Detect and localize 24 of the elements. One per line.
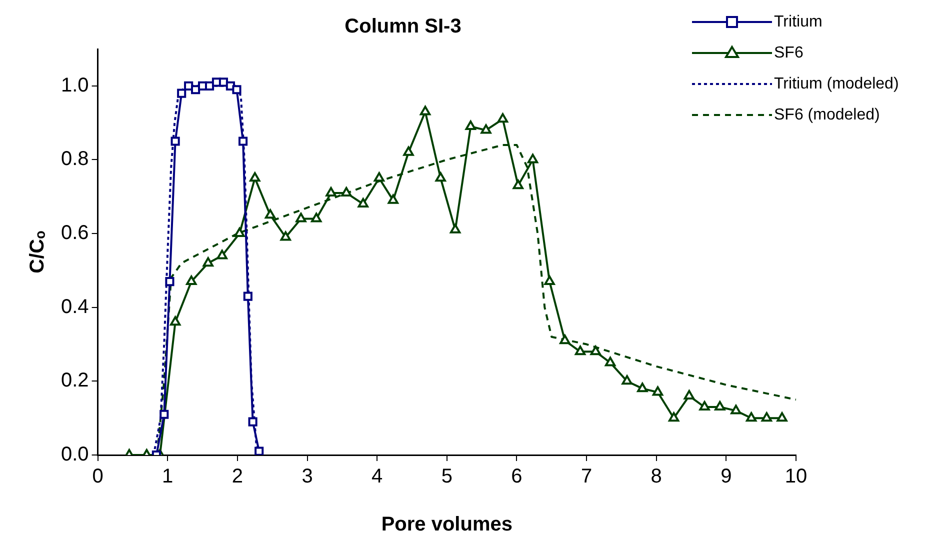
x-tick-label: 7 (580, 466, 592, 488)
legend-label: SF6 (774, 44, 804, 62)
x-tick-label: 0 (92, 466, 104, 488)
y-tick-label: 0.6 (60, 222, 89, 244)
y-axis-title: C/Cₒ (26, 230, 49, 274)
y-tick-label: 0.2 (60, 370, 89, 392)
x-tick-label: 6 (511, 466, 522, 488)
legend-label: Tritium (774, 13, 822, 30)
x-tick-label: 3 (302, 466, 313, 488)
x-tick-label: 1 (162, 466, 174, 488)
x-tick-label: 9 (720, 466, 732, 488)
y-tick-label: 0.8 (60, 148, 89, 170)
y-tick-label: 0.4 (60, 296, 89, 318)
chart-title: Column SI-3 (344, 16, 462, 38)
legend-label: SF6 (modeled) (774, 106, 880, 124)
y-tick-label: 0.0 (60, 444, 89, 466)
x-tick-label: 10 (784, 466, 808, 488)
x-axis-title: Pore volumes (381, 514, 512, 536)
y-tick-label: 1.0 (60, 74, 89, 96)
legend-label: Tritium (modeled) (774, 75, 899, 92)
x-tick-label: 5 (441, 466, 452, 488)
x-tick-label: 8 (650, 466, 662, 488)
x-tick-label: 2 (232, 466, 244, 488)
x-tick-label: 4 (372, 466, 383, 488)
